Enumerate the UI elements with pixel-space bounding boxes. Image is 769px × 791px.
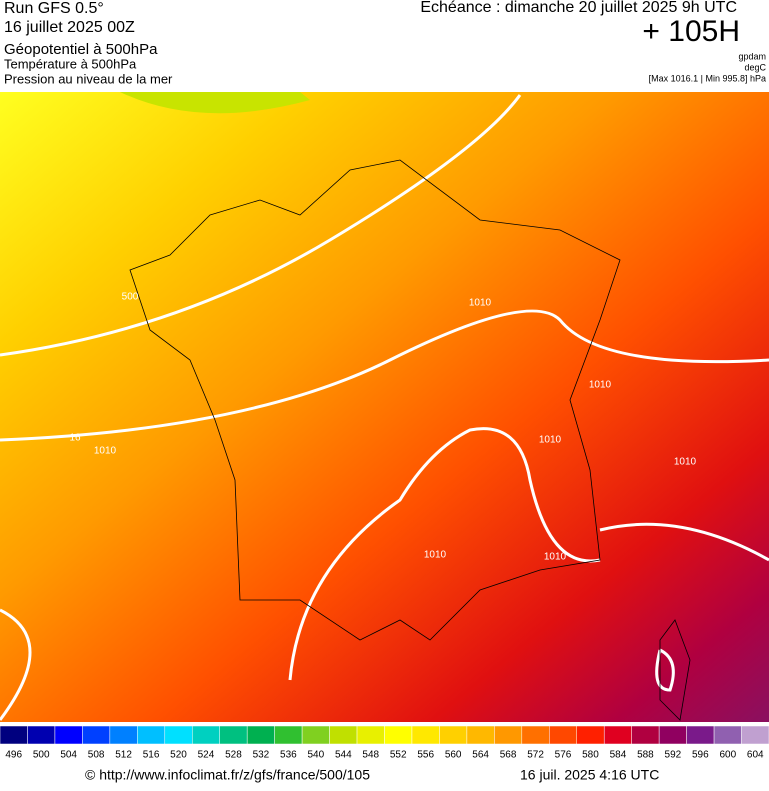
colorbar-label: 532 — [253, 750, 270, 761]
colorbar-box — [82, 725, 111, 745]
footer-url: © http://www.infoclimat.fr/z/gfs/france/… — [85, 767, 370, 783]
colorbar-box — [741, 725, 769, 745]
contour-label: 500 — [122, 292, 139, 303]
colorbar-box — [411, 725, 440, 745]
contour-labels: 1010 1010 1010 1010 1010 1010 1010 16 500 — [69, 292, 696, 563]
colorbar-box — [274, 725, 303, 745]
field-patch — [120, 92, 310, 114]
colorbar-box — [246, 725, 275, 745]
colorbar-label: 540 — [307, 750, 324, 761]
contour-label: 1010 — [674, 457, 697, 468]
colorbar-label: 500 — [33, 750, 50, 761]
colorbar-box — [494, 725, 523, 745]
colorbar-label: 548 — [362, 750, 379, 761]
colorbar-box — [686, 725, 715, 745]
lead-time: + 105H — [642, 15, 740, 48]
contour-label: 16 — [69, 433, 81, 444]
coastlines — [129, 159, 691, 721]
header-line: 16 juillet 2025 00Z — [4, 19, 135, 36]
colorbar-box — [631, 725, 660, 745]
header: Run GFS 0.5° 16 juillet 2025 00Z Géopotent… — [4, 0, 767, 86]
colorbar-label: 596 — [692, 750, 709, 761]
colorbar-label: 528 — [225, 750, 242, 761]
colorbar-label: 592 — [665, 750, 682, 761]
header-line: Run GFS 0.5° — [4, 0, 104, 17]
colorbar-label: 568 — [500, 750, 517, 761]
contour-label: 1010 — [589, 380, 612, 391]
colorbar-label: 544 — [335, 750, 352, 761]
colorbar-box — [137, 725, 166, 745]
echeance: Echéance : dimanche 20 juillet 2025 9h U… — [420, 0, 737, 16]
colorbar-label: 584 — [610, 750, 627, 761]
colorbar-box — [549, 725, 577, 745]
map-field — [0, 92, 769, 722]
unit-label: [Max 1016.1 | Min 995.8] hPa — [649, 73, 766, 83]
colorbar-label: 560 — [445, 750, 462, 761]
colorbar-box — [54, 725, 83, 745]
colorbar-label: 604 — [747, 750, 764, 761]
colorbar-box — [466, 725, 495, 745]
colorbar-label: 564 — [472, 750, 489, 761]
unit-label: degC — [744, 62, 766, 72]
colorbar-box — [301, 725, 330, 745]
colorbar-label: 572 — [527, 750, 544, 761]
colorbar-box — [439, 725, 468, 745]
colorbar-box — [192, 725, 220, 745]
unit-label: gpdam — [738, 51, 766, 61]
colorbar-label: 576 — [555, 750, 572, 761]
colorbar-label: 512 — [115, 750, 132, 761]
colorbar-label: 520 — [170, 750, 187, 761]
header-line: Température à 500hPa — [4, 56, 137, 71]
colorbar-box — [356, 725, 385, 745]
colorbar-label: 496 — [5, 750, 22, 761]
colorbar-label: 588 — [637, 750, 654, 761]
colorbar-box — [576, 725, 605, 745]
colorbar-label: 504 — [60, 750, 77, 761]
colorbar-label: 556 — [417, 750, 434, 761]
contour-label: 1010 — [544, 552, 567, 563]
contour-label: 1010 — [424, 550, 447, 561]
colorbar-box — [521, 725, 550, 745]
footer-date: 16 juil. 2025 4:16 UTC — [520, 767, 659, 783]
colorbar-label: 508 — [88, 750, 105, 761]
colorbar-label: 600 — [719, 750, 736, 761]
contour-label: 1010 — [539, 435, 562, 446]
colorbar-box — [713, 725, 742, 745]
colorbar-box — [658, 725, 687, 745]
colorbar-label: 580 — [582, 750, 599, 761]
colorbar-label: 524 — [198, 750, 215, 761]
colorbar-label: 516 — [143, 750, 160, 761]
header-line: Géopotentiel à 500hPa — [4, 41, 158, 58]
colorbar-box — [384, 725, 413, 745]
header-line: Pression au niveau de la mer — [4, 71, 173, 86]
colorbar-label: 552 — [390, 750, 407, 761]
contour-label: 1010 — [94, 446, 117, 457]
colorbar-box — [109, 725, 138, 745]
colorbar-box — [164, 725, 193, 745]
colorbar-box — [329, 725, 358, 745]
colorbar-box — [0, 725, 28, 745]
isobars — [0, 94, 769, 721]
colorbar: 496 500 504 508 512 516 520 524 528 532 536 540 544 5… — [0, 725, 769, 761]
colorbar-label: 536 — [280, 750, 297, 761]
contour-label: 1010 — [469, 298, 492, 309]
colorbar-box — [603, 725, 632, 745]
colorbar-box — [27, 725, 56, 745]
colorbar-box — [219, 725, 248, 745]
